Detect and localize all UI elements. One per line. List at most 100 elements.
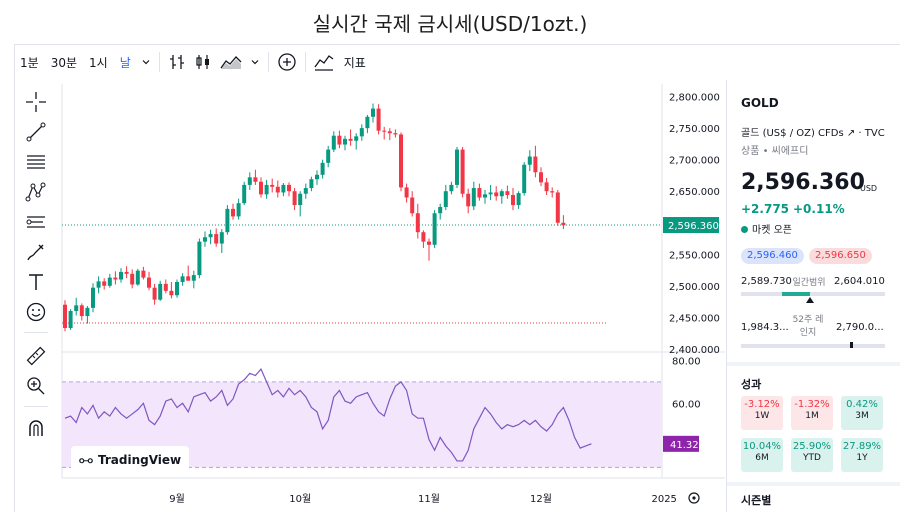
day-range-high: 2,604.010 [834, 276, 885, 287]
chart-settings-icon[interactable] [688, 492, 700, 504]
perf-value: 0.42% [846, 399, 878, 410]
candle-body [522, 164, 527, 194]
candle-body [432, 213, 437, 245]
candle-body [539, 172, 543, 183]
page-title: 실시간 국제 금시세(USD/1ozt.) [312, 12, 588, 36]
candle-body [79, 305, 84, 317]
perf-value: 25.90% [792, 441, 832, 452]
candle-body [382, 130, 387, 132]
perf-cell[interactable]: 10.04% 6M [741, 438, 783, 472]
candle-body [550, 191, 555, 193]
candle-body [208, 234, 213, 238]
symbol-details-panel: GOLD 골드 (US$ / OZ) CFDs ↗ · TVC 상품 • 씨에프… [726, 80, 900, 512]
perf-cell[interactable]: -3.12% 1W [741, 396, 783, 430]
toolbar-divider [158, 52, 160, 72]
candle-body [141, 270, 146, 278]
candle-body [359, 128, 364, 137]
candle-body [275, 186, 280, 193]
perf-cell[interactable]: -1.32% 1M [791, 396, 833, 430]
candle-body [169, 290, 174, 296]
candle-body [119, 271, 123, 280]
last-price-main: 2,596.3 [741, 170, 835, 195]
price-tick-label: 2,550.000 [669, 250, 720, 261]
perf-cell[interactable]: 27.89% 1Y [841, 438, 883, 472]
bar-chart-style-icon[interactable] [164, 45, 190, 79]
candle-body [63, 304, 67, 329]
price-chart[interactable]: 2,800.0002,750.0002,700.0002,650.0002,60… [0, 0, 725, 512]
candle-body [404, 187, 409, 198]
candle-body [91, 287, 95, 308]
panel-divider [727, 482, 900, 486]
indicators-icon[interactable] [310, 45, 338, 79]
candle-body [158, 283, 163, 300]
horizontal-lines-icon[interactable] [22, 148, 50, 176]
last-price-label-bg [663, 217, 719, 234]
candle-body [147, 277, 151, 288]
candle-body [544, 182, 549, 192]
zoom-in-icon[interactable] [22, 372, 50, 400]
candle-body [175, 282, 179, 296]
indicators-button[interactable]: 지표 [343, 55, 366, 70]
widget-frame [14, 44, 900, 512]
interval-1m-button[interactable]: 1분 [20, 55, 39, 70]
rsi-value-label: 41.32 [670, 440, 699, 451]
price-tick-label: 2,750.000 [669, 124, 720, 135]
tradingview-logo[interactable]: ⧟ TradingView [71, 446, 190, 474]
candle-body [393, 133, 398, 135]
interval-dropdown-chevron-icon[interactable] [137, 45, 155, 79]
day-range-marker-icon [806, 297, 815, 303]
interval-1h-button[interactable]: 1시 [89, 55, 108, 70]
perf-value: 27.89% [842, 441, 882, 452]
candle-body [320, 162, 325, 175]
forecast-tool-icon[interactable] [22, 208, 50, 236]
magnet-icon[interactable] [22, 414, 50, 442]
candle-body [303, 188, 308, 194]
text-tool-icon[interactable] [22, 268, 50, 296]
emoji-icon[interactable] [22, 298, 50, 326]
candle-body [236, 203, 241, 217]
perf-period: YTD [803, 453, 821, 463]
price-tick-label: 2,450.000 [669, 313, 720, 324]
time-tick-label: 11월 [418, 493, 440, 505]
candle-body [516, 193, 521, 206]
candle-body [438, 206, 443, 214]
brush-icon[interactable] [22, 238, 50, 266]
symbol-category: 상품 • 씨에프디 [741, 146, 809, 157]
market-open-dot-icon [741, 226, 748, 233]
candle-body [499, 191, 504, 197]
trend-line-icon[interactable] [22, 118, 50, 146]
candle-body [477, 188, 482, 198]
price-tick-label: 2,650.000 [669, 187, 720, 198]
price-tick-label: 2,800.000 [669, 93, 720, 104]
52w-range-marker-icon [850, 342, 854, 348]
candle-body [466, 193, 471, 207]
symbol-name[interactable]: 골드 (US$ / OZ) CFDs ↗ · TVC [741, 128, 885, 139]
candle-body [561, 222, 566, 226]
candle-body [298, 193, 303, 206]
candle-body [102, 281, 107, 286]
candle-body [387, 131, 392, 134]
crosshair-icon[interactable] [22, 88, 50, 116]
interval-30m-button[interactable]: 30분 [50, 55, 77, 70]
last-price-label: 2,596.360 [668, 221, 719, 232]
interval-day-button[interactable]: 날 [119, 55, 131, 70]
candle-body [152, 287, 157, 300]
seasonal-title: 시즌별 [741, 494, 772, 507]
perf-cell[interactable]: 0.42% 3M [841, 396, 883, 430]
time-tick-label: 12월 [530, 493, 552, 505]
tradingview-logo-text: TradingView [98, 453, 182, 467]
time-tick-label: 10월 [289, 493, 311, 505]
chart-toolbar: 1분 30분 1시 날 지표 [14, 45, 725, 79]
perf-period: 1Y [856, 453, 868, 463]
perf-period: 1M [805, 411, 819, 421]
ruler-icon[interactable] [22, 342, 50, 370]
candle-body [399, 134, 403, 188]
toolbar-divider [24, 332, 48, 333]
candle-body [315, 174, 319, 180]
chart-style-chevron-icon[interactable] [246, 45, 264, 79]
perf-cell[interactable]: 25.90% YTD [791, 438, 833, 472]
candle-chart-style-icon[interactable] [190, 45, 216, 79]
area-chart-style-icon[interactable] [216, 45, 246, 79]
compare-plus-icon[interactable] [273, 45, 301, 79]
pattern-tool-icon[interactable] [22, 178, 50, 206]
